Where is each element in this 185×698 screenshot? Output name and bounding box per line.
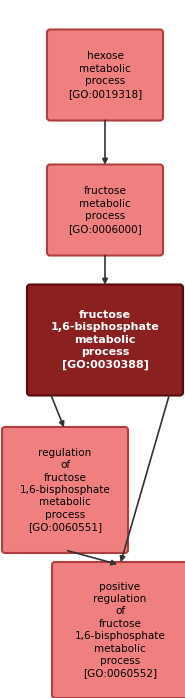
FancyBboxPatch shape — [27, 285, 183, 396]
FancyBboxPatch shape — [47, 29, 163, 121]
FancyBboxPatch shape — [52, 562, 185, 698]
Text: hexose
metabolic
process
[GO:0019318]: hexose metabolic process [GO:0019318] — [68, 52, 142, 98]
Text: fructose
metabolic
process
[GO:0006000]: fructose metabolic process [GO:0006000] — [68, 186, 142, 234]
FancyBboxPatch shape — [47, 165, 163, 255]
FancyBboxPatch shape — [2, 427, 128, 553]
Text: positive
regulation
of
fructose
1,6-bisphosphate
metabolic
process
[GO:0060552]: positive regulation of fructose 1,6-bisp… — [75, 581, 165, 678]
Text: regulation
of
fructose
1,6-bisphosphate
metabolic
process
[GO:0060551]: regulation of fructose 1,6-bisphosphate … — [20, 448, 110, 532]
Text: fructose
1,6-bisphosphate
metabolic
process
[GO:0030388]: fructose 1,6-bisphosphate metabolic proc… — [51, 310, 159, 370]
